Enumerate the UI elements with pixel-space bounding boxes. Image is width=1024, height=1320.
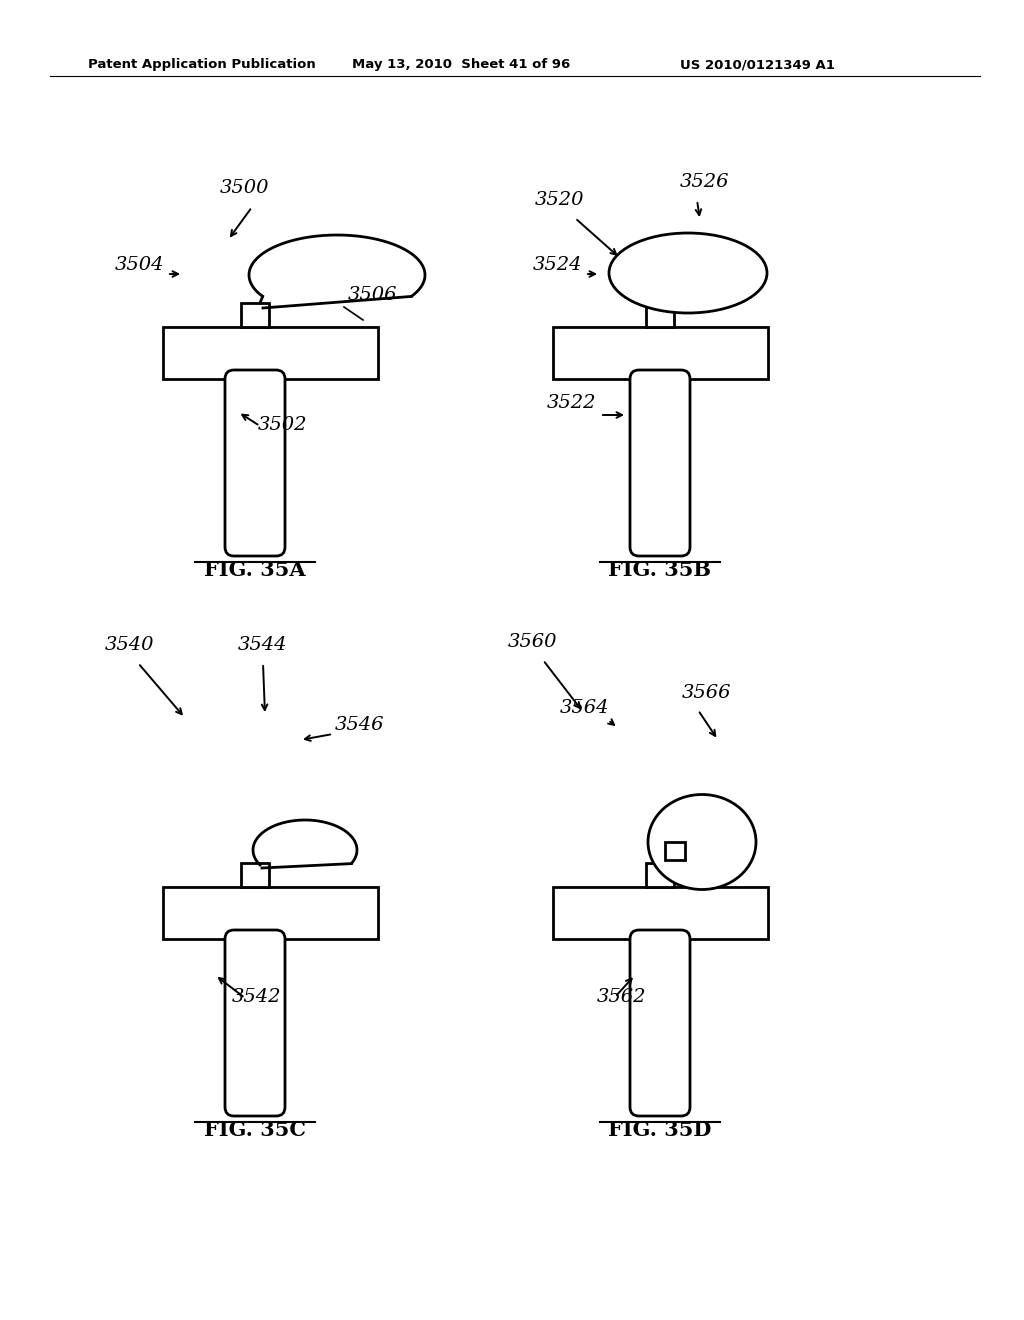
Text: 3506: 3506 bbox=[348, 286, 397, 304]
Bar bbox=[241, 304, 269, 327]
Text: 3500: 3500 bbox=[220, 180, 269, 197]
Bar bbox=[163, 887, 378, 939]
Text: 3520: 3520 bbox=[535, 191, 585, 209]
Text: 3544: 3544 bbox=[238, 636, 288, 653]
Ellipse shape bbox=[648, 795, 756, 890]
Text: 3526: 3526 bbox=[680, 173, 729, 191]
FancyBboxPatch shape bbox=[630, 931, 690, 1115]
Ellipse shape bbox=[609, 234, 767, 313]
Bar bbox=[553, 887, 768, 939]
Bar bbox=[241, 863, 269, 887]
Text: 3562: 3562 bbox=[597, 987, 646, 1006]
Bar bbox=[646, 304, 674, 327]
Text: FIG. 35D: FIG. 35D bbox=[608, 1119, 712, 1140]
Text: 3524: 3524 bbox=[534, 256, 583, 275]
Text: 3546: 3546 bbox=[335, 715, 384, 734]
FancyBboxPatch shape bbox=[225, 931, 285, 1115]
Bar bbox=[163, 327, 378, 379]
Bar bbox=[646, 863, 674, 887]
Text: 3564: 3564 bbox=[560, 700, 609, 717]
Text: May 13, 2010  Sheet 41 of 96: May 13, 2010 Sheet 41 of 96 bbox=[352, 58, 570, 71]
Bar bbox=[553, 327, 768, 379]
Text: FIG. 35B: FIG. 35B bbox=[608, 560, 712, 579]
Text: 3504: 3504 bbox=[115, 256, 165, 275]
Text: 3522: 3522 bbox=[547, 393, 597, 412]
Text: 3560: 3560 bbox=[508, 634, 557, 651]
Text: 3566: 3566 bbox=[682, 684, 731, 702]
Bar bbox=[665, 842, 685, 861]
Text: FIG. 35A: FIG. 35A bbox=[204, 560, 306, 579]
Text: Patent Application Publication: Patent Application Publication bbox=[88, 58, 315, 71]
FancyBboxPatch shape bbox=[225, 370, 285, 556]
Text: 3542: 3542 bbox=[232, 987, 282, 1006]
Text: 3540: 3540 bbox=[105, 636, 155, 653]
Text: US 2010/0121349 A1: US 2010/0121349 A1 bbox=[680, 58, 835, 71]
FancyBboxPatch shape bbox=[630, 370, 690, 556]
Text: FIG. 35C: FIG. 35C bbox=[204, 1119, 306, 1140]
Text: 3502: 3502 bbox=[258, 416, 307, 434]
